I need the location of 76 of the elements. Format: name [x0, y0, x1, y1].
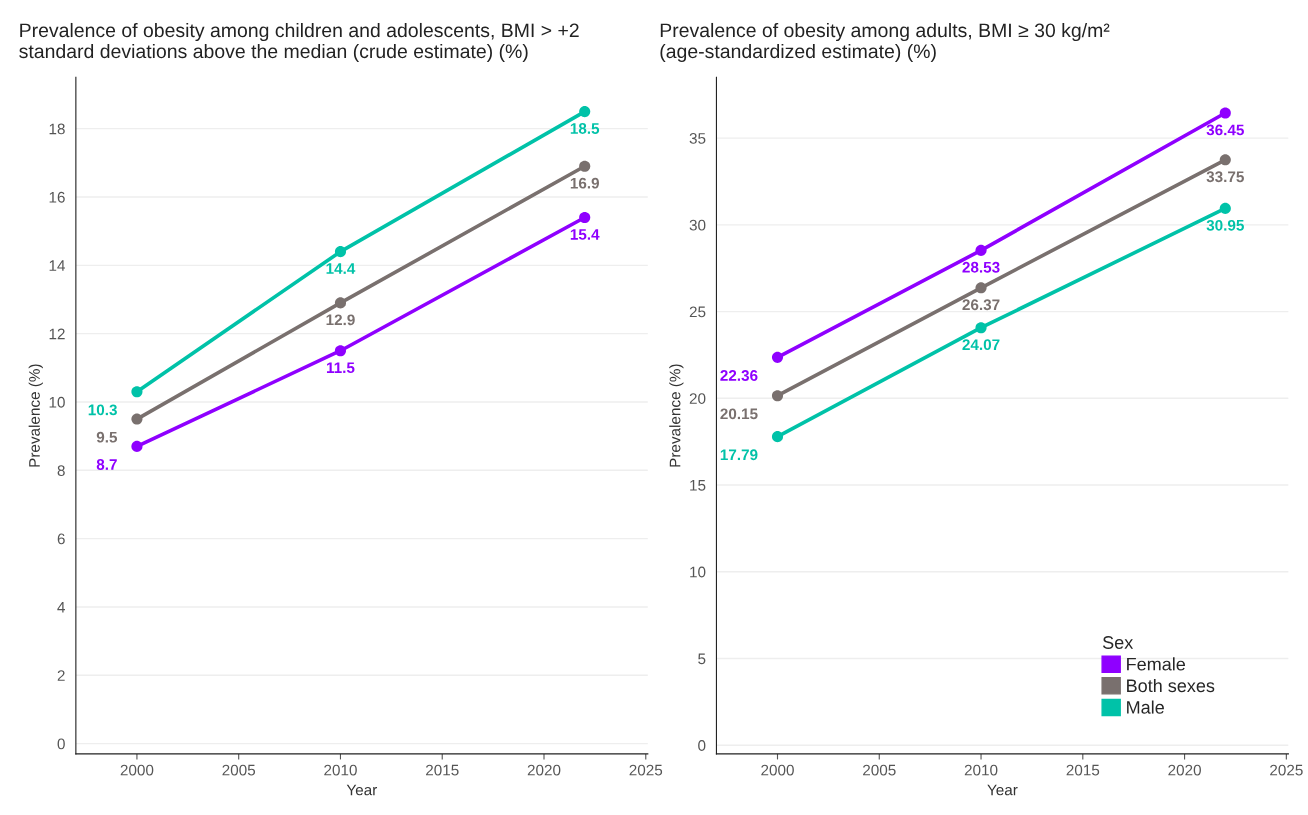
legend-label: Both sexes — [1127, 678, 1215, 693]
legend-title: Sex — [1102, 636, 1134, 649]
point — [131, 386, 143, 398]
data-label: 10.3 — [88, 404, 117, 416]
data-label: 30.95 — [1206, 219, 1244, 231]
point — [771, 431, 784, 443]
y-tick-label: 25 — [689, 306, 706, 318]
x-axis-title: Year — [346, 784, 378, 796]
y-tick-label: 18 — [49, 123, 65, 135]
data-label: 24.07 — [962, 339, 1000, 351]
point — [334, 246, 347, 258]
y-tick-label: 15 — [690, 480, 706, 491]
y-tick-label: 35 — [689, 133, 706, 144]
y-tick-label: 14 — [49, 260, 65, 271]
y-axis-title: Prevalence (%) — [28, 364, 43, 467]
point — [771, 351, 784, 363]
data-label: 28.53 — [962, 261, 1000, 273]
point — [334, 345, 347, 357]
point — [131, 413, 143, 425]
data-label: 17.79 — [720, 449, 758, 461]
data-label: 15.4 — [570, 229, 600, 240]
y-tick-label: 16 — [49, 191, 65, 203]
x-tick-label: 2005 — [863, 764, 896, 776]
x-axis-title: Year — [987, 784, 1018, 796]
point — [334, 297, 347, 309]
x-tick-label: 2005 — [222, 764, 256, 776]
y-tick-label: 5 — [698, 653, 706, 665]
y-tick-label: 2 — [57, 670, 65, 681]
data-label: 22.36 — [720, 370, 758, 381]
y-axis-title: Prevalence (%) — [669, 364, 684, 467]
y-tick-label: 20 — [689, 393, 706, 404]
data-label: 20.15 — [720, 408, 758, 420]
legend-label: Male — [1127, 700, 1164, 714]
legend-label: Female — [1127, 657, 1186, 671]
x-tick-label: 2015 — [426, 764, 459, 776]
x-tick-label: 2025 — [1270, 764, 1303, 776]
x-tick-label: 2020 — [527, 764, 561, 776]
point — [579, 160, 591, 172]
chart-title: Prevalence of obesity among adults, BMI ≥ 30 kg/m² (age-standardized estimate) (%) — [660, 22, 1110, 63]
y-tick-label: 4 — [57, 601, 65, 613]
point — [771, 390, 784, 402]
point — [975, 322, 987, 334]
x-tick-label: 2010 — [324, 764, 357, 776]
data-label: 9.5 — [96, 431, 118, 443]
point — [1219, 107, 1231, 119]
point — [131, 440, 143, 452]
y-tick-label: 6 — [57, 533, 65, 545]
y-tick-label: 10 — [690, 566, 706, 578]
point — [1219, 202, 1231, 214]
x-tick-label: 2010 — [964, 764, 998, 776]
point — [579, 211, 591, 224]
x-tick-label: 2000 — [120, 764, 154, 776]
data-label: 18.5 — [570, 123, 600, 134]
point — [975, 282, 987, 294]
y-tick-label: 30 — [689, 219, 706, 231]
y-tick-label: 0 — [698, 740, 706, 751]
x-tick-label: 2025 — [629, 764, 663, 776]
chart-title: Prevalence of obesity among children and adolescents, BMI > +2 standard deviations above the median (crude estimate) (%) — [19, 22, 579, 63]
data-label: 14.4 — [326, 263, 356, 274]
data-label: 36.45 — [1206, 124, 1244, 136]
data-label: 12.9 — [326, 314, 355, 326]
data-label: 11.5 — [326, 362, 355, 374]
data-label: 16.9 — [570, 177, 600, 189]
data-label: 33.75 — [1206, 171, 1244, 183]
y-tick-label: 10 — [49, 396, 65, 408]
point — [1219, 154, 1231, 166]
y-tick-label: 12 — [49, 328, 65, 340]
data-label: 8.7 — [96, 459, 117, 470]
point — [579, 106, 591, 118]
x-tick-label: 2015 — [1066, 764, 1100, 776]
x-tick-label: 2000 — [761, 764, 794, 776]
data-label: 26.37 — [962, 299, 1000, 311]
point — [975, 244, 987, 256]
y-tick-label: 0 — [57, 738, 65, 750]
x-tick-label: 2020 — [1168, 764, 1201, 776]
y-tick-label: 8 — [57, 465, 65, 476]
